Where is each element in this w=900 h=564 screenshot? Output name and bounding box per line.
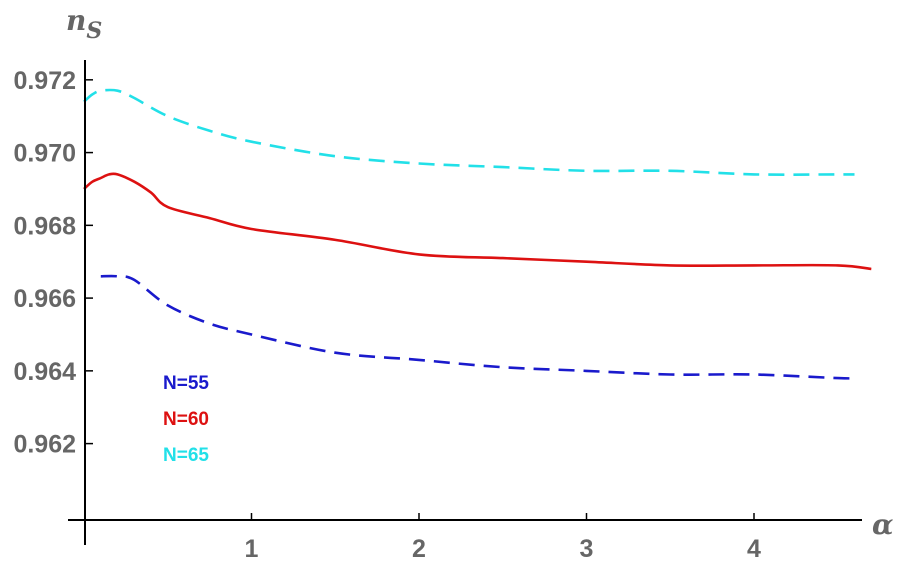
- series-layer: [83, 88, 872, 380]
- legend-item-n-55: N=55: [163, 373, 209, 394]
- axes-layer: [68, 60, 862, 545]
- y-tick-label: 0.970: [13, 140, 76, 168]
- x-axis-label: α: [872, 508, 894, 541]
- series-line-n-60: [83, 172, 872, 271]
- legend: N=55 N=60 N=65: [163, 373, 209, 466]
- x-tick-label: 4: [747, 535, 761, 563]
- y-tick-label: 0.972: [13, 67, 76, 95]
- y-axis-label-sub: S: [86, 18, 102, 44]
- y-axis-label-main: n: [66, 4, 86, 37]
- series-line-n-55: [100, 274, 855, 380]
- x-tick-label: 2: [412, 535, 426, 563]
- series-line-n-65: [83, 88, 855, 176]
- x-tick-label: 3: [580, 535, 594, 563]
- y-tick-label: 0.962: [13, 431, 76, 459]
- y-axis-label: nS: [66, 4, 102, 44]
- y-tick-label: 0.966: [13, 285, 76, 313]
- x-tick-label: 1: [245, 535, 259, 563]
- y-tick-label: 0.964: [13, 358, 76, 386]
- y-tick-label: 0.968: [13, 212, 76, 240]
- legend-item-n-65: N=65: [163, 445, 209, 466]
- legend-item-n-60: N=60: [163, 409, 209, 430]
- ticks-layer: 1 2 3 4 0.962 0.964 0.966 0.968 0.970 0.972: [13, 67, 761, 563]
